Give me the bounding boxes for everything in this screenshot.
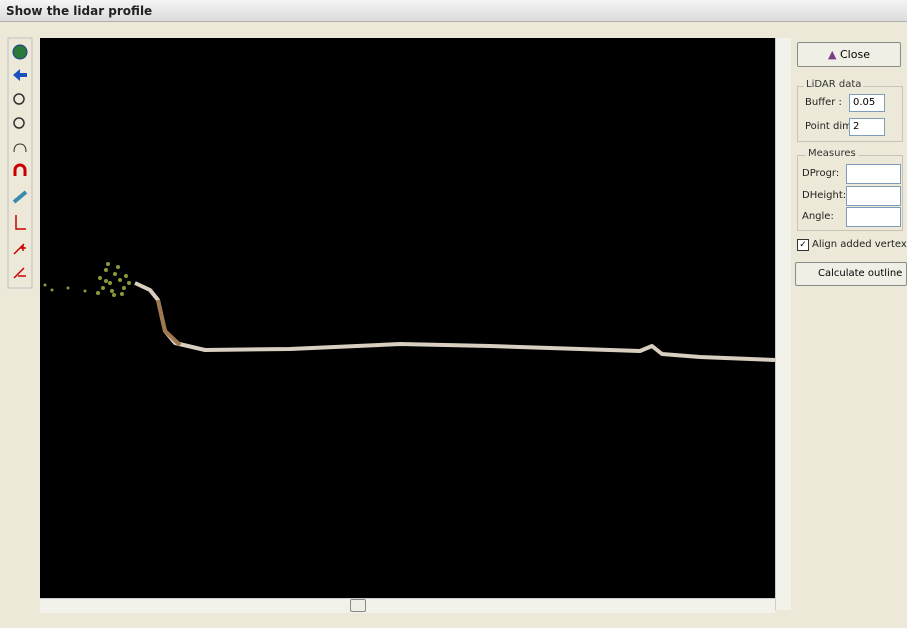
buffer-input[interactable]: 0.05 xyxy=(849,94,885,112)
toolbar xyxy=(0,22,40,622)
vertical-scrollbar[interactable] xyxy=(775,38,791,610)
close-label: Close xyxy=(840,48,870,61)
dprogr-input[interactable] xyxy=(846,164,901,184)
field-label: DProgr: xyxy=(802,168,839,179)
scroll-thumb[interactable] xyxy=(350,599,366,612)
globe-tool[interactable] xyxy=(13,45,27,59)
calculate-button[interactable]: Calculate outline >> xyxy=(795,262,907,286)
canvas-bg xyxy=(40,38,775,598)
calculate-label: Calculate outline >> xyxy=(818,268,907,279)
field-label: Angle: xyxy=(802,211,834,222)
checkbox-label: Align added vertex xyxy=(812,239,907,250)
field-label: Buffer : xyxy=(805,97,842,108)
horizontal-scrollbar[interactable] xyxy=(40,598,775,613)
field-label: DHeight: xyxy=(802,190,846,201)
close-button[interactable]: ▲ Close xyxy=(797,42,901,67)
checkbox[interactable]: ✓ xyxy=(797,239,809,251)
field-label: Point dim: xyxy=(805,121,855,132)
group-title: LiDAR data xyxy=(804,79,863,90)
point-dim-input[interactable]: 2 xyxy=(849,118,885,136)
dheight-input[interactable] xyxy=(846,186,901,206)
angle-input[interactable] xyxy=(846,207,901,227)
profile-canvas xyxy=(40,38,775,598)
title-bar: Show the lidar profile xyxy=(0,0,907,22)
window: Show the lidar profile ▲ Close LiDAR dat… xyxy=(0,0,907,628)
group-title: Measures xyxy=(806,148,858,159)
